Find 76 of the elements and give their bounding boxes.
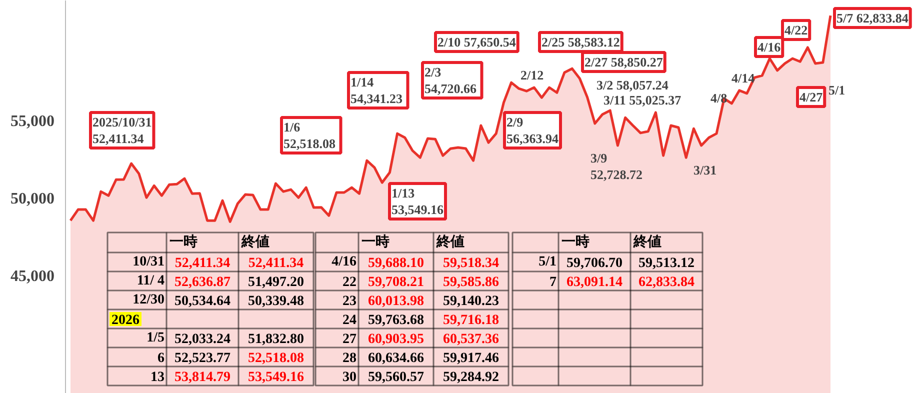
annotation: 3/9 52,728.72 <box>590 150 642 182</box>
annotation: 53,549.16 <box>248 370 304 385</box>
annotation: 1/6 52,518.08 <box>284 120 336 151</box>
annotation: 52,636.87 <box>174 275 230 290</box>
annotation: 59,763.68 <box>368 313 424 328</box>
annotation: 59,716.18 <box>443 313 499 328</box>
annotation: 4/16 <box>332 254 356 270</box>
annotation: 2/3 54,720.66 <box>424 64 477 96</box>
y-tick-label: 50,000 <box>10 190 54 208</box>
annotation: 4/16 <box>758 40 782 54</box>
annotation: 59,560.57 <box>368 370 424 385</box>
annotation: 10/31 <box>132 254 164 270</box>
annotation: 59,917.46 <box>443 351 499 366</box>
annotation: 1/5 <box>146 330 164 346</box>
y-tick-label: 55,000 <box>10 113 54 130</box>
annotation: 59,585.86 <box>443 275 499 290</box>
annotation: 59,688.10 <box>368 256 424 271</box>
annotation: 一時 <box>170 234 198 250</box>
annotation: 52,411.34 <box>248 256 304 271</box>
annotation: 50,339.48 <box>248 294 304 309</box>
annotation: 一時 <box>562 234 590 250</box>
annotation: 52,523.77 <box>174 351 230 366</box>
annotation: 52,518.08 <box>248 351 304 366</box>
annotation: 終値 <box>240 234 270 250</box>
text: 5/7 62,833.84 <box>836 10 909 26</box>
annotation: 51,497.20 <box>248 275 304 290</box>
annotation: 60,903.95 <box>368 332 424 347</box>
annotation: 51,832.80 <box>248 332 304 347</box>
annotation: 13 <box>150 370 164 385</box>
annotation: 4/27 <box>800 90 824 104</box>
annotation: 5/1 <box>828 82 846 98</box>
annotation: 52,411.34 <box>174 256 230 271</box>
annotation: 3/2 58,057.24 <box>596 78 669 92</box>
annotation: 52,033.24 <box>174 332 230 347</box>
annotation: 2025/10/31 52,411.34 <box>92 114 152 146</box>
annotation: 59,140.23 <box>443 294 499 309</box>
annotation: 50,534.64 <box>174 294 230 309</box>
annotation: 一時 <box>362 234 390 250</box>
annotation: 4/8 <box>710 90 728 106</box>
annotation: 7 <box>550 275 556 290</box>
annotation: 60,013.98 <box>368 294 424 309</box>
annotation: 59,706.70 <box>566 256 622 271</box>
annotation: 終値 <box>436 234 464 250</box>
annotation: 53,814.79 <box>174 370 230 385</box>
annotation: 2026 <box>112 313 140 328</box>
annotation: 6 <box>158 351 164 366</box>
annotation: 59,708.21 <box>368 275 424 290</box>
annotation: 2/10 57,650.54 <box>438 34 516 50</box>
annotation: 63,091.14 <box>566 275 622 290</box>
annotation: 59,513.12 <box>638 256 694 271</box>
annotation: 2/9 56,363.94 <box>506 114 559 146</box>
y-tick-label: 45,000 <box>10 268 54 286</box>
annotation: 22 <box>342 275 356 290</box>
annotation: 2/12 <box>520 68 544 82</box>
annotation: 59,518.34 <box>443 256 499 271</box>
annotation: 2/25 58,583.12 <box>542 34 620 50</box>
annotation: 24 <box>342 313 356 328</box>
annotation: 終値 <box>632 234 662 250</box>
annotation: 30 <box>342 370 356 385</box>
annotation: 4/14 <box>732 70 756 86</box>
annotation: 12/30 <box>132 292 164 308</box>
annotation: 27 <box>342 332 356 347</box>
annotation: 23 <box>342 294 356 309</box>
annotation: 1/13 53,549.16 <box>392 186 444 217</box>
annotation: 4/22 <box>784 22 808 38</box>
annotation: 60,634.66 <box>368 351 424 366</box>
annotation: 3/11 55,025.37 <box>604 92 682 108</box>
annotation: 60,537.36 <box>443 332 499 347</box>
annotation: 62,833.84 <box>638 275 694 290</box>
annotation: 28 <box>342 351 356 366</box>
annotation: 5/1 <box>538 254 556 270</box>
annotation: 59,284.92 <box>443 370 499 385</box>
annotation: 3/31 <box>694 162 717 178</box>
annotation: 1/14 54,341.23 <box>350 74 403 106</box>
annotation: 11/ 4 <box>136 274 165 288</box>
annotation: 2/27 58,850.27 <box>584 54 664 70</box>
